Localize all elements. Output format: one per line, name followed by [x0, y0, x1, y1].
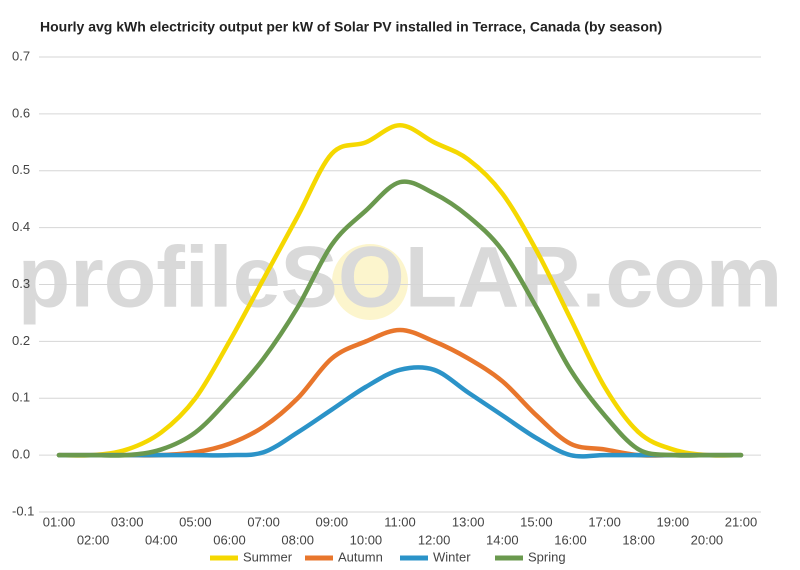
x-tick-label: 21:00: [725, 514, 758, 529]
x-tick-label: 14:00: [486, 532, 519, 547]
y-tick-label: 0.5: [12, 162, 30, 177]
x-tick-label: 13:00: [452, 514, 485, 529]
x-tick-label: 05:00: [179, 514, 212, 529]
y-tick-label: 0.7: [12, 48, 30, 63]
series-line: [56, 327, 744, 458]
series-line: [56, 123, 744, 458]
x-tick-label: 06:00: [213, 532, 246, 547]
x-tick-label: 07:00: [247, 514, 280, 529]
y-tick-label: -0.1: [12, 503, 34, 518]
series-line: [56, 365, 744, 459]
y-tick-label: 0.3: [12, 276, 30, 291]
x-tick-label: 10:00: [350, 532, 383, 547]
watermark: profileSOLAR.com: [18, 230, 783, 326]
x-tick-label: 15:00: [520, 514, 553, 529]
grid: [39, 56, 761, 513]
x-tick-label: 01:00: [43, 514, 76, 529]
x-tick-label: 02:00: [77, 532, 110, 547]
x-tick-label: 20:00: [691, 532, 724, 547]
y-tick-label: 0.1: [12, 390, 30, 405]
y-tick-label: 0.4: [12, 219, 30, 234]
legend-label: Spring: [528, 549, 566, 564]
legend-label: Summer: [243, 549, 293, 564]
series-line: [56, 179, 744, 458]
watermark-sun: [332, 244, 408, 320]
y-tick-label: 0.6: [12, 105, 30, 120]
x-tick-label: 18:00: [622, 532, 655, 547]
x-tick-label: 19:00: [657, 514, 690, 529]
y-tick-label: 0.2: [12, 333, 30, 348]
x-tick-label: 03:00: [111, 514, 144, 529]
legend-label: Autumn: [338, 549, 383, 564]
x-tick-label: 09:00: [316, 514, 349, 529]
x-tick-label: 04:00: [145, 532, 178, 547]
x-tick-label: 16:00: [554, 532, 587, 547]
x-tick-label: 17:00: [588, 514, 621, 529]
x-tick-label: 12:00: [418, 532, 451, 547]
x-tick-label: 08:00: [281, 532, 314, 547]
chart-title: Hourly avg kWh electricity output per kW…: [40, 19, 662, 35]
legend-label: Winter: [433, 549, 471, 564]
y-tick-label: 0.0: [12, 447, 30, 462]
x-tick-label: 11:00: [384, 514, 416, 529]
